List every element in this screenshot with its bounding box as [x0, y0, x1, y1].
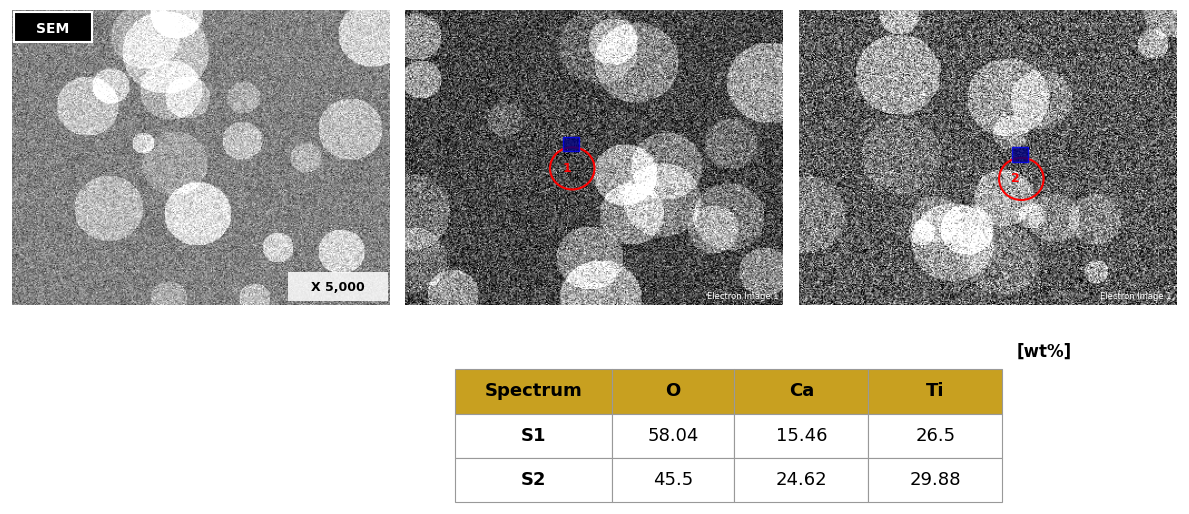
Text: Electron Image 1: Electron Image 1 [1100, 292, 1171, 301]
Text: 24.62: 24.62 [775, 471, 828, 489]
Text: Ca: Ca [788, 382, 814, 400]
FancyBboxPatch shape [612, 458, 735, 502]
Text: S2: S2 [521, 471, 546, 489]
FancyBboxPatch shape [454, 414, 612, 458]
FancyBboxPatch shape [454, 458, 612, 502]
Text: 26.5: 26.5 [916, 427, 956, 445]
Text: SEM: SEM [37, 22, 70, 36]
Text: Ti: Ti [926, 382, 944, 400]
FancyBboxPatch shape [612, 414, 735, 458]
Text: 58.04: 58.04 [648, 427, 699, 445]
Bar [288, 271, 388, 301]
Text: 29.88: 29.88 [910, 471, 961, 489]
FancyBboxPatch shape [868, 414, 1002, 458]
FancyBboxPatch shape [868, 369, 1002, 414]
Text: Spectrum: Spectrum [484, 382, 583, 400]
FancyBboxPatch shape [735, 369, 868, 414]
Text: O: O [666, 382, 681, 400]
FancyBboxPatch shape [454, 369, 612, 414]
FancyBboxPatch shape [735, 458, 868, 502]
Text: S1: S1 [521, 427, 546, 445]
FancyBboxPatch shape [735, 414, 868, 458]
Bar [14, 12, 92, 42]
Bar [1012, 148, 1028, 162]
FancyBboxPatch shape [612, 369, 735, 414]
Text: 2: 2 [1012, 172, 1020, 185]
Bar [564, 137, 579, 152]
FancyBboxPatch shape [868, 458, 1002, 502]
Text: 45.5: 45.5 [653, 471, 693, 489]
Text: [wt%]: [wt%] [1017, 343, 1072, 361]
Text: 1: 1 [562, 161, 571, 175]
Text: 15.46: 15.46 [775, 427, 828, 445]
Text: Electron Image 1: Electron Image 1 [706, 292, 778, 301]
Text: X 5,000: X 5,000 [312, 281, 365, 294]
